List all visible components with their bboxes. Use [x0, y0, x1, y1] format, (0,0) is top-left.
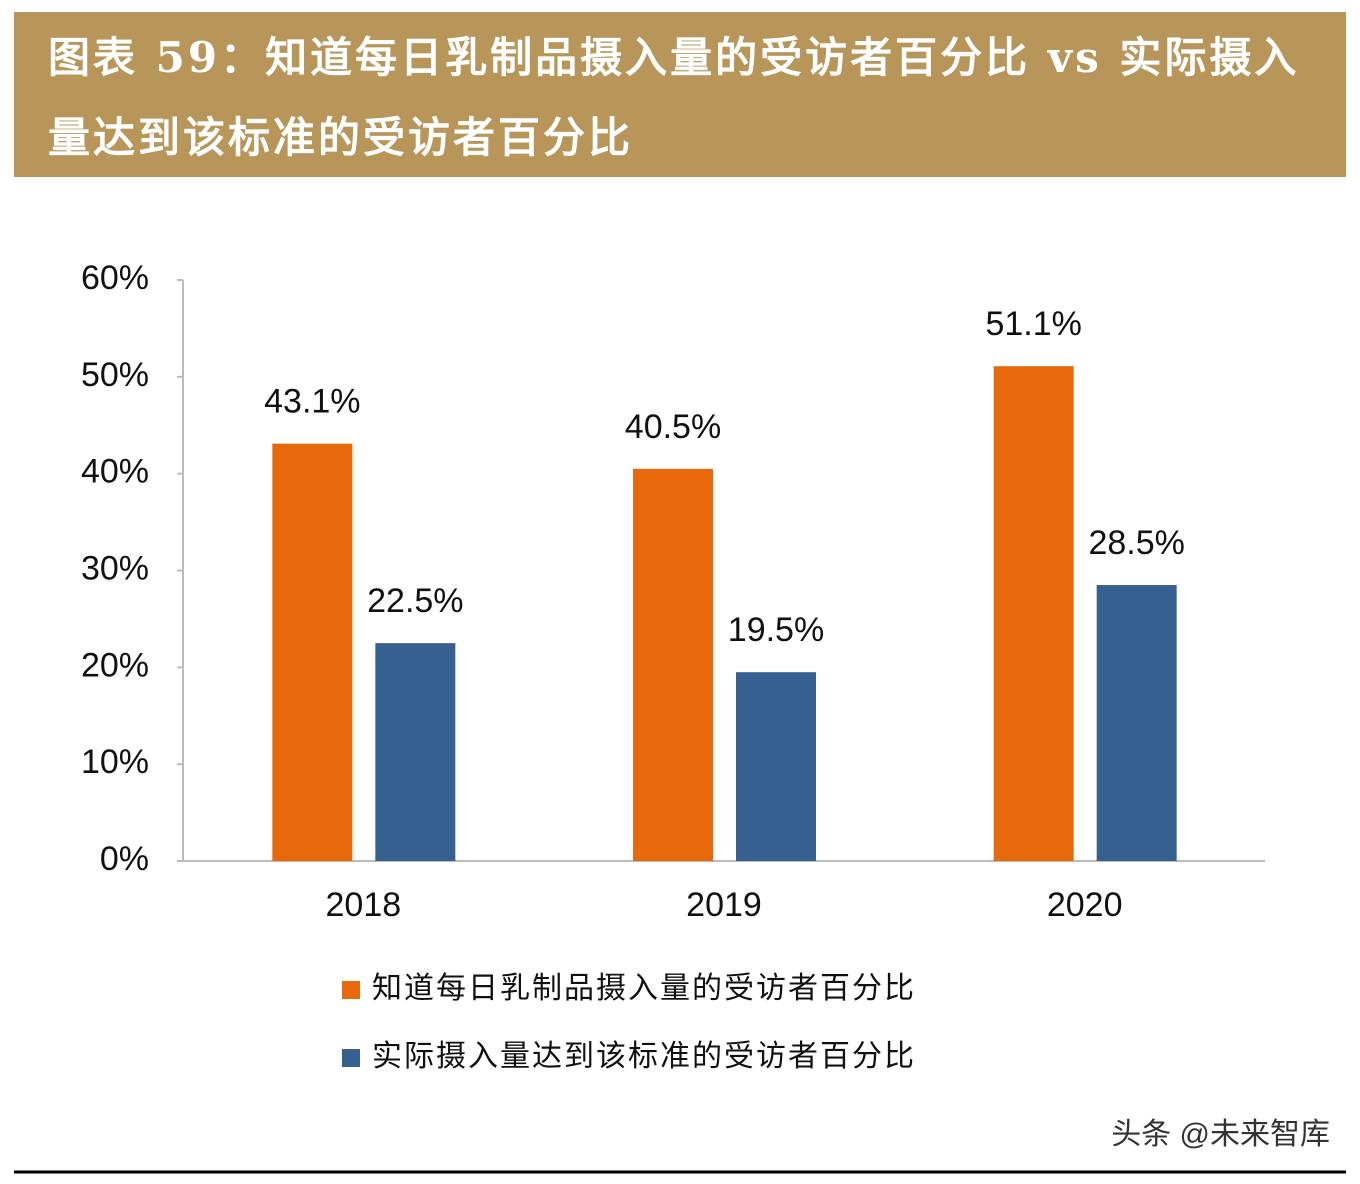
legend-swatch	[342, 981, 360, 999]
x-tick-label: 2019	[686, 886, 762, 924]
chart-title: 图表 59：知道每日乳制品摄入量的受访者百分比 vs 实际摄入量达到该标准的受访…	[48, 33, 1300, 162]
x-tick-label: 2018	[326, 886, 402, 924]
y-tick-label: 60%	[81, 259, 149, 297]
watermark: 头条 @未来智库	[1111, 1118, 1330, 1151]
value-label: 28.5%	[1088, 524, 1184, 562]
value-label: 51.1%	[985, 305, 1081, 343]
y-tick-label: 20%	[81, 646, 149, 684]
x-tick-label: 2020	[1047, 886, 1123, 924]
bar	[1096, 585, 1177, 861]
y-tick-label: 0%	[100, 840, 149, 878]
y-tick-label: 50%	[81, 356, 149, 394]
value-label: 43.1%	[264, 383, 360, 421]
legend-label: 知道每日乳制品摄入量的受访者百分比	[372, 971, 916, 1006]
legend-label: 实际摄入量达到该标准的受访者百分比	[372, 1039, 916, 1074]
y-tick-label: 10%	[81, 743, 149, 781]
bar	[272, 443, 353, 861]
value-label: 19.5%	[728, 611, 824, 649]
bar	[375, 643, 456, 861]
legend-swatch	[342, 1049, 360, 1067]
bar	[736, 672, 816, 861]
y-tick-label: 30%	[81, 549, 149, 587]
y-tick-label: 40%	[81, 453, 149, 491]
bar	[993, 366, 1074, 861]
header: 图表 59：知道每日乳制品摄入量的受访者百分比 vs 实际摄入量达到该标准的受访…	[14, 12, 1346, 177]
bar	[633, 468, 713, 861]
value-label: 22.5%	[367, 582, 463, 620]
value-label: 40.5%	[625, 408, 721, 446]
